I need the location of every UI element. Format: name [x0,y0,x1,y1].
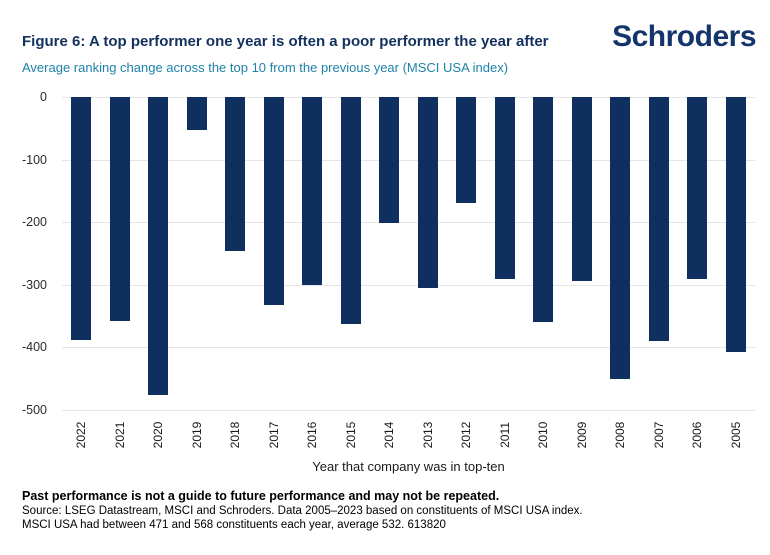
bar-2006 [687,97,708,279]
bar-2012 [456,97,477,204]
y-tick-label-0: 0 [40,90,47,104]
x-tick-label-2008: 2008 [613,421,628,449]
bar-2008 [610,97,631,380]
bar-2015 [340,97,361,324]
x-tick-label-2014: 2014 [382,421,397,449]
x-tick-label-2018: 2018 [228,421,243,449]
schroders-logo: Schroders [612,20,756,53]
x-tick-label-2006: 2006 [690,421,705,449]
bar-2009 [571,97,592,282]
bar-2014 [379,97,400,224]
x-tick-label-2019: 2019 [189,421,204,449]
gridline-0 [62,97,755,98]
x-tick-label-2012: 2012 [459,421,474,449]
bar-2017 [263,97,284,306]
gridline--500 [62,410,755,411]
bar-2005 [725,97,746,353]
footer: Past performance is not a guide to futur… [22,488,752,532]
gridline--200 [62,222,755,224]
x-tick-label-2007: 2007 [651,421,666,449]
gridline--300 [62,284,755,286]
bar-2013 [417,97,438,288]
gridline--100 [62,159,755,161]
x-tick-label-2013: 2013 [420,421,435,449]
y-tick-label--400: -400 [21,340,47,355]
x-tick-label-2022: 2022 [74,421,89,449]
source-line: Source: LSEG Datastream, MSCI and Schrod… [22,505,583,517]
bar-2011 [494,97,515,279]
x-tick-label-2017: 2017 [266,421,281,449]
bar-2016 [302,97,323,285]
bar-2018 [225,97,246,251]
x-tick-label-2009: 2009 [574,421,589,449]
y-axis-labels: 0 -100 -200 -300 -400 -500 [0,90,55,417]
y-tick-label--100: -100 [21,152,47,167]
figure-title: Figure 6: A top performer one year is of… [22,33,549,50]
gridline--400 [62,347,755,349]
y-tick-label--300: -300 [21,277,47,292]
x-tick-label-2011: 2011 [497,422,512,448]
x-tick-label-2010: 2010 [536,421,551,449]
plot-area [62,97,755,411]
x-axis-labels: 2022 2021 2020 2019 2018 2017 2016 2015 2014 2013… [62,412,755,458]
x-tick-label-2021: 2021 [112,421,127,449]
past-performance-disclaimer: Past performance is not a guide to futur… [22,489,500,503]
bar-2021 [109,97,130,322]
x-tick-label-2005: 2005 [728,421,743,449]
x-tick-label-2015: 2015 [343,421,358,449]
note-line: MSCI USA had between 471 and 568 constit… [22,519,446,532]
x-axis-title: Year that company was in top-ten [312,459,505,474]
y-tick-label--200: -200 [21,215,47,230]
bar-2010 [533,97,554,322]
bar-2019 [186,97,207,130]
figure-subtitle: Average ranking change across the top 10… [22,60,509,75]
x-tick-label-2020: 2020 [151,421,166,449]
x-tick-label-2016: 2016 [305,421,320,449]
bar-2007 [648,97,669,342]
bar-2022 [71,97,92,340]
y-tick-label--500: -500 [21,403,47,417]
bar-2020 [148,97,169,395]
